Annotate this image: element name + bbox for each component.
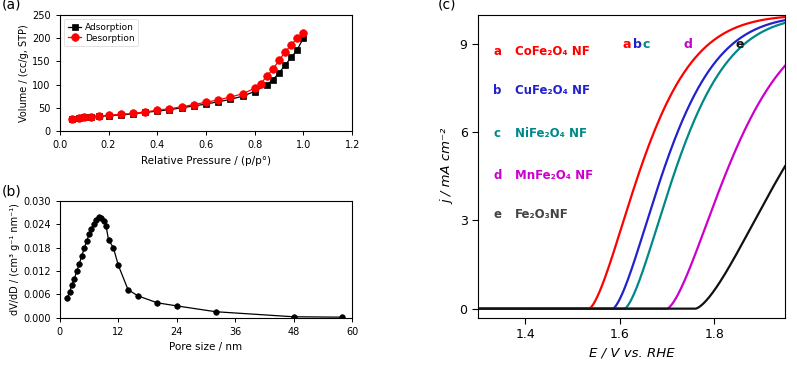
X-axis label: Pore size / nm: Pore size / nm [170, 342, 242, 352]
Text: a: a [622, 38, 631, 51]
Desorption [201, 100, 210, 104]
Adsorption [87, 115, 96, 119]
Adsorption [262, 82, 272, 87]
Y-axis label: dV/dD / (cm³ g⁻¹ nm⁻¹): dV/dD / (cm³ g⁻¹ nm⁻¹) [10, 203, 21, 315]
Desorption [74, 115, 84, 120]
Text: d: d [684, 38, 693, 51]
Legend: Adsorption, Desorption: Adsorption, Desorption [65, 19, 139, 46]
Adsorption [269, 78, 278, 82]
Desorption [256, 81, 265, 86]
Text: c: c [493, 127, 501, 140]
Text: e: e [493, 208, 501, 222]
Text: (c): (c) [438, 0, 457, 12]
Desorption [238, 92, 247, 96]
Text: (a): (a) [2, 0, 21, 12]
Desorption [189, 102, 198, 107]
Adsorption [286, 55, 296, 59]
Desorption [281, 50, 290, 54]
Desorption [104, 113, 113, 118]
Adsorption [165, 107, 175, 112]
Adsorption [201, 102, 210, 106]
Text: Fe₂O₃NF: Fe₂O₃NF [515, 208, 568, 222]
Adsorption [214, 100, 223, 104]
Adsorption [67, 116, 77, 121]
Text: d: d [493, 169, 502, 182]
Adsorption [299, 36, 308, 40]
Line: Adsorption: Adsorption [69, 35, 307, 122]
Adsorption [104, 114, 113, 118]
Desorption [87, 115, 96, 119]
Desorption [67, 116, 77, 121]
Desorption [274, 58, 284, 62]
Desorption [80, 115, 89, 119]
Text: (b): (b) [2, 184, 21, 198]
Desorption [299, 31, 308, 35]
Desorption [116, 112, 125, 116]
Desorption [250, 86, 260, 91]
Adsorption [189, 104, 198, 108]
Adsorption [226, 97, 235, 101]
Y-axis label: j / mA cm⁻²: j / mA cm⁻² [441, 128, 454, 204]
Desorption [177, 105, 186, 109]
Text: MnFe₂O₄ NF: MnFe₂O₄ NF [515, 169, 593, 182]
Desorption [226, 95, 235, 99]
Adsorption [74, 115, 84, 120]
Desorption [269, 67, 278, 71]
Adsorption [238, 94, 247, 98]
Adsorption [177, 105, 186, 110]
Adsorption [128, 112, 138, 116]
Adsorption [281, 63, 290, 67]
Adsorption [140, 110, 150, 115]
Text: e: e [736, 38, 744, 51]
Desorption [292, 36, 302, 40]
Adsorption [94, 114, 104, 118]
Text: CuFe₂O₄ NF: CuFe₂O₄ NF [515, 84, 590, 97]
Y-axis label: Volume / (cc/g, STP): Volume / (cc/g, STP) [19, 24, 29, 122]
Desorption [152, 108, 162, 112]
Adsorption [116, 113, 125, 117]
X-axis label: E / V vs. RHE: E / V vs. RHE [589, 346, 674, 360]
Text: b: b [493, 84, 502, 97]
Adsorption [292, 47, 302, 52]
Desorption [165, 107, 175, 111]
Desorption [262, 74, 272, 78]
Adsorption [152, 109, 162, 113]
Text: CoFe₂O₄ NF: CoFe₂O₄ NF [515, 45, 590, 58]
Adsorption [250, 89, 260, 94]
Desorption [94, 114, 104, 118]
Text: a: a [493, 45, 501, 58]
Adsorption [80, 115, 89, 119]
Text: NiFe₂O₄ NF: NiFe₂O₄ NF [515, 127, 587, 140]
Desorption [140, 110, 150, 114]
Adsorption [274, 71, 284, 75]
Desorption [128, 111, 138, 116]
Text: c: c [642, 38, 650, 51]
Text: b: b [634, 38, 642, 51]
Desorption [214, 98, 223, 102]
X-axis label: Relative Pressure / (p/p°): Relative Pressure / (p/p°) [141, 156, 271, 166]
Desorption [286, 43, 296, 47]
Line: Desorption: Desorption [68, 30, 308, 122]
